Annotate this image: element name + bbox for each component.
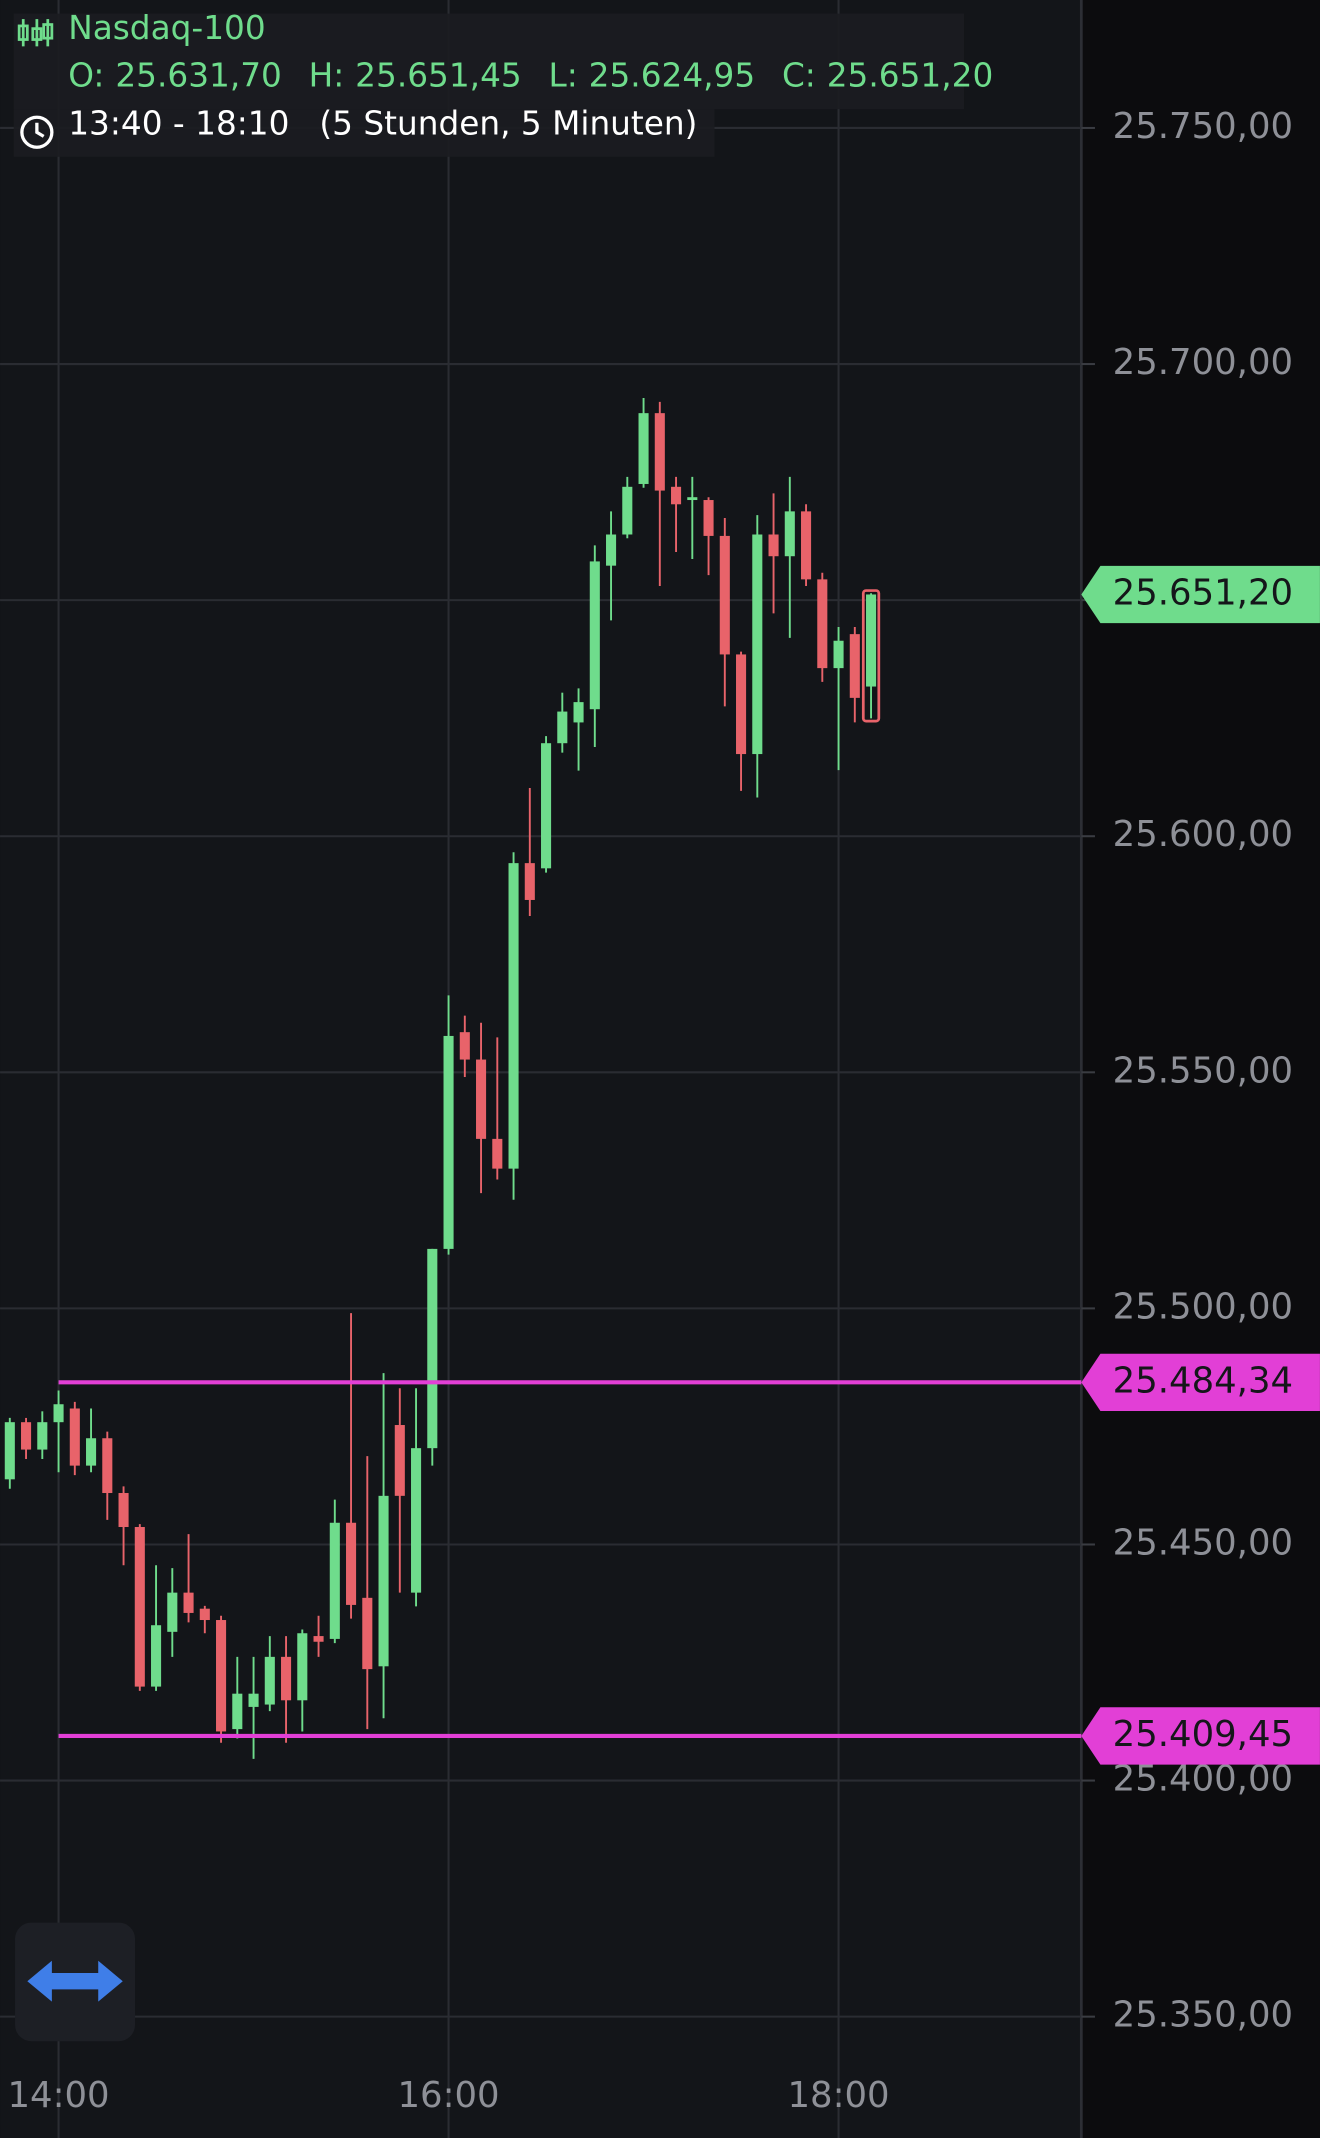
x-tick-label: 14:00	[7, 2075, 109, 2116]
ohlc-value: 25.651,45	[355, 57, 522, 95]
candle-body	[654, 413, 665, 491]
candle-body	[622, 486, 633, 535]
candle-body	[264, 1656, 275, 1705]
candle-body	[736, 654, 747, 755]
last-price-badge	[1081, 565, 1320, 624]
candle-body	[508, 863, 519, 1169]
candle-body	[687, 497, 698, 501]
ohlc-label: C:	[782, 57, 816, 95]
candle-body	[866, 594, 877, 687]
legend-box: Nasdaq-100 O: 25.631,70 H: 25.651,45 L: 25.…	[13, 9, 993, 157]
candle-body	[719, 535, 730, 655]
candle-body	[638, 413, 649, 484]
candle-body	[573, 702, 584, 723]
y-tick-label: 25.600,00	[1113, 814, 1293, 855]
candle-body	[849, 634, 860, 698]
candle-body	[281, 1656, 292, 1701]
candle-body	[589, 561, 600, 710]
x-tick-label: 18:00	[787, 2075, 889, 2116]
candle-body	[329, 1522, 340, 1639]
candle-body	[833, 640, 844, 669]
horizontal-line-badge	[1081, 1353, 1320, 1411]
x-tick-label: 16:00	[397, 2075, 499, 2116]
duration: (5 Stunden, 5 Minuten)	[319, 104, 697, 142]
candle-body	[134, 1527, 145, 1687]
candle-body	[703, 500, 714, 536]
candle-body	[784, 511, 795, 557]
candle-body	[671, 486, 682, 505]
candle-body	[394, 1425, 405, 1496]
candle-body	[86, 1438, 97, 1466]
plot-background	[0, 0, 1081, 2138]
double-arrow-icon[interactable]	[27, 1960, 123, 2002]
candle-body	[183, 1592, 194, 1613]
y-tick-label: 25.500,00	[1113, 1286, 1293, 1327]
candle-body	[557, 711, 568, 744]
candle-body	[297, 1633, 308, 1701]
ohlc-label: O:	[68, 57, 104, 95]
time-range: 13:40 - 18:10 (5 Stunden, 5 Minuten)	[68, 104, 697, 142]
candle-body	[313, 1636, 324, 1642]
y-tick-label: 25.700,00	[1113, 342, 1293, 383]
candle-body	[346, 1522, 357, 1605]
candle-body	[476, 1059, 487, 1139]
last-price-label: 25.651,20	[1113, 572, 1293, 613]
y-tick-label: 25.350,00	[1113, 1995, 1293, 2036]
ohlc-value: 25.624,95	[589, 57, 756, 95]
ohlc-label: L:	[548, 57, 577, 95]
ohlc-value: 25.631,70	[115, 57, 282, 95]
candle-body	[492, 1138, 503, 1169]
legend-background	[13, 109, 715, 157]
candle-body	[427, 1248, 438, 1449]
candle-body	[768, 534, 779, 557]
candle-body	[167, 1592, 178, 1632]
candle-body	[102, 1438, 113, 1494]
candle-body	[801, 511, 812, 580]
candle-body	[4, 1422, 15, 1480]
candle-body	[53, 1404, 64, 1423]
overlay: 25.484,34 25.409,45 25.651,20	[58, 565, 1320, 1765]
candle-body	[524, 863, 535, 900]
candle-body	[151, 1625, 162, 1687]
candle-body	[21, 1422, 32, 1450]
range: 13:40 - 18:10	[68, 104, 289, 142]
candle-body	[541, 743, 552, 869]
candle-body	[37, 1422, 48, 1450]
horizontal-line-badge	[1081, 1707, 1320, 1765]
candle-body	[817, 579, 828, 669]
candle-body	[443, 1035, 454, 1249]
candle-body	[411, 1448, 422, 1593]
symbol: Nasdaq-100	[68, 9, 265, 47]
scroll-button[interactable]	[15, 1922, 136, 2042]
candle-body	[752, 534, 763, 755]
ohlc-label: H:	[309, 57, 345, 95]
candle-body	[232, 1693, 243, 1730]
y-tick-label: 25.400,00	[1113, 1759, 1293, 1800]
candle-body	[459, 1032, 470, 1060]
horizontal-line-label: 25.484,34	[1113, 1360, 1293, 1401]
ohlc-readout: O: 25.631,70 H: 25.651,45 L: 25.624,95 C: 25…	[68, 57, 993, 95]
y-tick-label: 25.450,00	[1113, 1522, 1293, 1563]
candle-body	[248, 1693, 259, 1707]
candles-icon	[17, 19, 54, 47]
price-axis-background	[1081, 0, 1320, 2138]
candle-body	[216, 1620, 227, 1732]
candle-body	[362, 1597, 373, 1670]
ohlc-value: 25.651,20	[827, 57, 994, 95]
candle-body	[378, 1495, 389, 1667]
candle-body	[118, 1493, 129, 1528]
legend-background	[13, 13, 965, 110]
candle-body	[199, 1608, 210, 1621]
horizontal-line-label: 25.409,45	[1113, 1714, 1293, 1755]
y-tick-label: 25.750,00	[1113, 106, 1293, 147]
candle-body	[69, 1408, 80, 1466]
current-candle-highlight	[861, 589, 881, 723]
clock-icon	[20, 115, 54, 149]
candle-body	[606, 534, 617, 566]
plot	[4, 398, 881, 1759]
y-tick-label: 25.550,00	[1113, 1050, 1293, 1091]
